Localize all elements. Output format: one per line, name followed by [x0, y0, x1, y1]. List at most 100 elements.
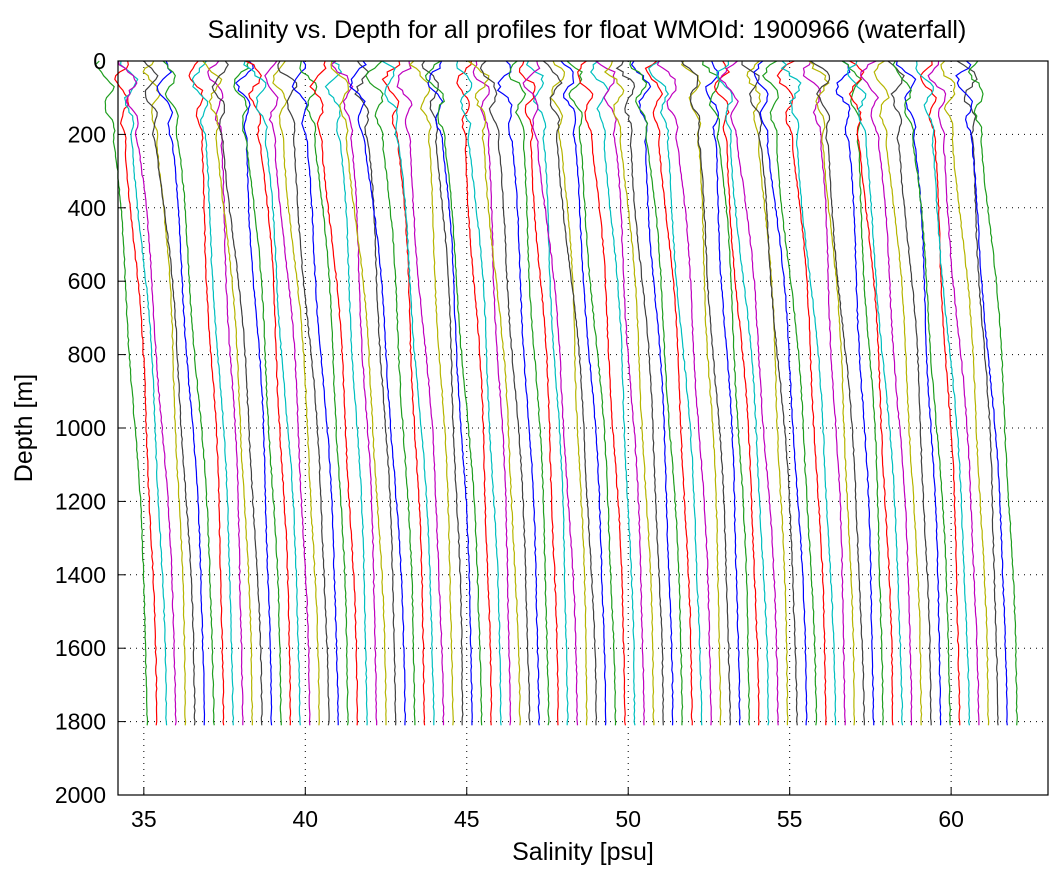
profile-line — [808, 60, 856, 726]
profile-line — [188, 60, 225, 726]
x-axis-label: Salinity [psu] — [512, 838, 654, 866]
profile-line — [272, 60, 320, 726]
profile-line — [615, 60, 665, 726]
y-tick-label: 800 — [68, 342, 106, 368]
profile-line — [892, 60, 951, 726]
profile-line — [381, 60, 435, 726]
profile-line — [680, 60, 722, 726]
profile-line — [291, 60, 339, 726]
profile-line — [479, 60, 531, 726]
x-tick-label: 35 — [131, 806, 157, 832]
profile-line — [496, 60, 541, 726]
profile-line — [846, 60, 904, 726]
profile-line — [508, 60, 550, 726]
x-tick-label: 45 — [454, 806, 480, 832]
y-tick-label: 1400 — [55, 562, 106, 588]
profile-line — [381, 60, 426, 726]
profile-series — [94, 60, 1018, 726]
profile-line — [421, 60, 464, 726]
profile-line — [702, 60, 751, 726]
y-axis-label: Depth [m] — [10, 374, 38, 482]
profile-line — [427, 60, 473, 726]
profile-line — [542, 60, 598, 726]
y-tick-label: 2000 — [55, 782, 106, 808]
profile-line — [162, 60, 215, 726]
profile-line — [566, 60, 617, 726]
profile-line — [887, 60, 932, 726]
profile-line — [577, 60, 626, 726]
profile-line — [354, 60, 397, 726]
x-tick-label: 50 — [615, 806, 641, 832]
profile-line — [716, 60, 770, 726]
profile-line — [802, 60, 846, 726]
profile-line — [156, 60, 206, 726]
profile-line — [741, 60, 799, 726]
profile-line — [309, 60, 359, 726]
x-axis-ticks: 35 40 45 50 55 60 — [131, 787, 964, 832]
y-tick-label: 1200 — [55, 488, 106, 514]
profile-line — [967, 60, 1018, 726]
x-tick-label: 40 — [292, 806, 318, 832]
profile-line — [277, 60, 330, 726]
profile-line — [396, 60, 445, 726]
profile-line — [299, 60, 349, 726]
chart-title: Salinity vs. Depth for all profiles for … — [208, 16, 967, 44]
y-axis-ticks: 0 200 400 600 800 1000 1200 1400 1600 1800 2000 — [55, 48, 126, 808]
profile-line — [776, 60, 827, 726]
profile-line — [114, 60, 158, 726]
profile-line — [919, 60, 961, 726]
profile-line — [211, 60, 263, 726]
profile-line — [860, 60, 913, 726]
profile-line — [940, 60, 990, 726]
profile-line — [518, 60, 559, 726]
x-tick-label: 55 — [777, 806, 803, 832]
profile-line — [472, 60, 512, 726]
profile-line — [848, 60, 894, 726]
y-tick-label: 200 — [68, 121, 106, 147]
profile-line — [595, 60, 646, 726]
profile-line — [835, 60, 875, 726]
y-tick-label: 400 — [68, 195, 106, 221]
profile-line — [191, 60, 235, 726]
profile-line — [915, 60, 971, 726]
y-tick-label: 0 — [93, 48, 106, 74]
profile-line — [456, 60, 493, 726]
profile-line — [349, 60, 407, 726]
profile-line — [243, 60, 301, 726]
profile-line — [560, 60, 607, 726]
profile-line — [927, 60, 980, 726]
profile-line — [644, 60, 693, 726]
profile-line — [233, 60, 282, 726]
profile-line — [365, 60, 416, 726]
profile-line — [603, 60, 655, 726]
profile-line — [525, 60, 569, 726]
y-tick-label: 600 — [68, 268, 106, 294]
profile-line — [207, 60, 244, 726]
profile-line — [841, 60, 884, 726]
profile-line — [522, 60, 579, 726]
profile-line — [244, 60, 292, 726]
profile-line — [713, 60, 760, 726]
profile-line — [762, 60, 818, 726]
profile-line — [681, 60, 732, 726]
profile-line — [719, 60, 779, 726]
profile-line — [467, 60, 521, 726]
profile-line — [753, 60, 808, 726]
profile-line — [780, 60, 837, 726]
profile-line — [119, 60, 168, 726]
profile-line — [264, 60, 311, 726]
profile-line — [705, 60, 741, 726]
profile-line — [456, 60, 502, 726]
profile-line — [408, 60, 454, 726]
x-tick-label: 60 — [938, 806, 964, 832]
profile-line — [955, 60, 1008, 726]
profile-line — [424, 60, 483, 726]
y-tick-label: 1600 — [55, 635, 106, 661]
profile-line — [895, 60, 942, 726]
profile-line — [629, 60, 684, 726]
profile-line — [746, 60, 789, 726]
profile-line — [648, 60, 703, 726]
profile-line — [117, 60, 177, 726]
profile-line — [143, 60, 196, 726]
